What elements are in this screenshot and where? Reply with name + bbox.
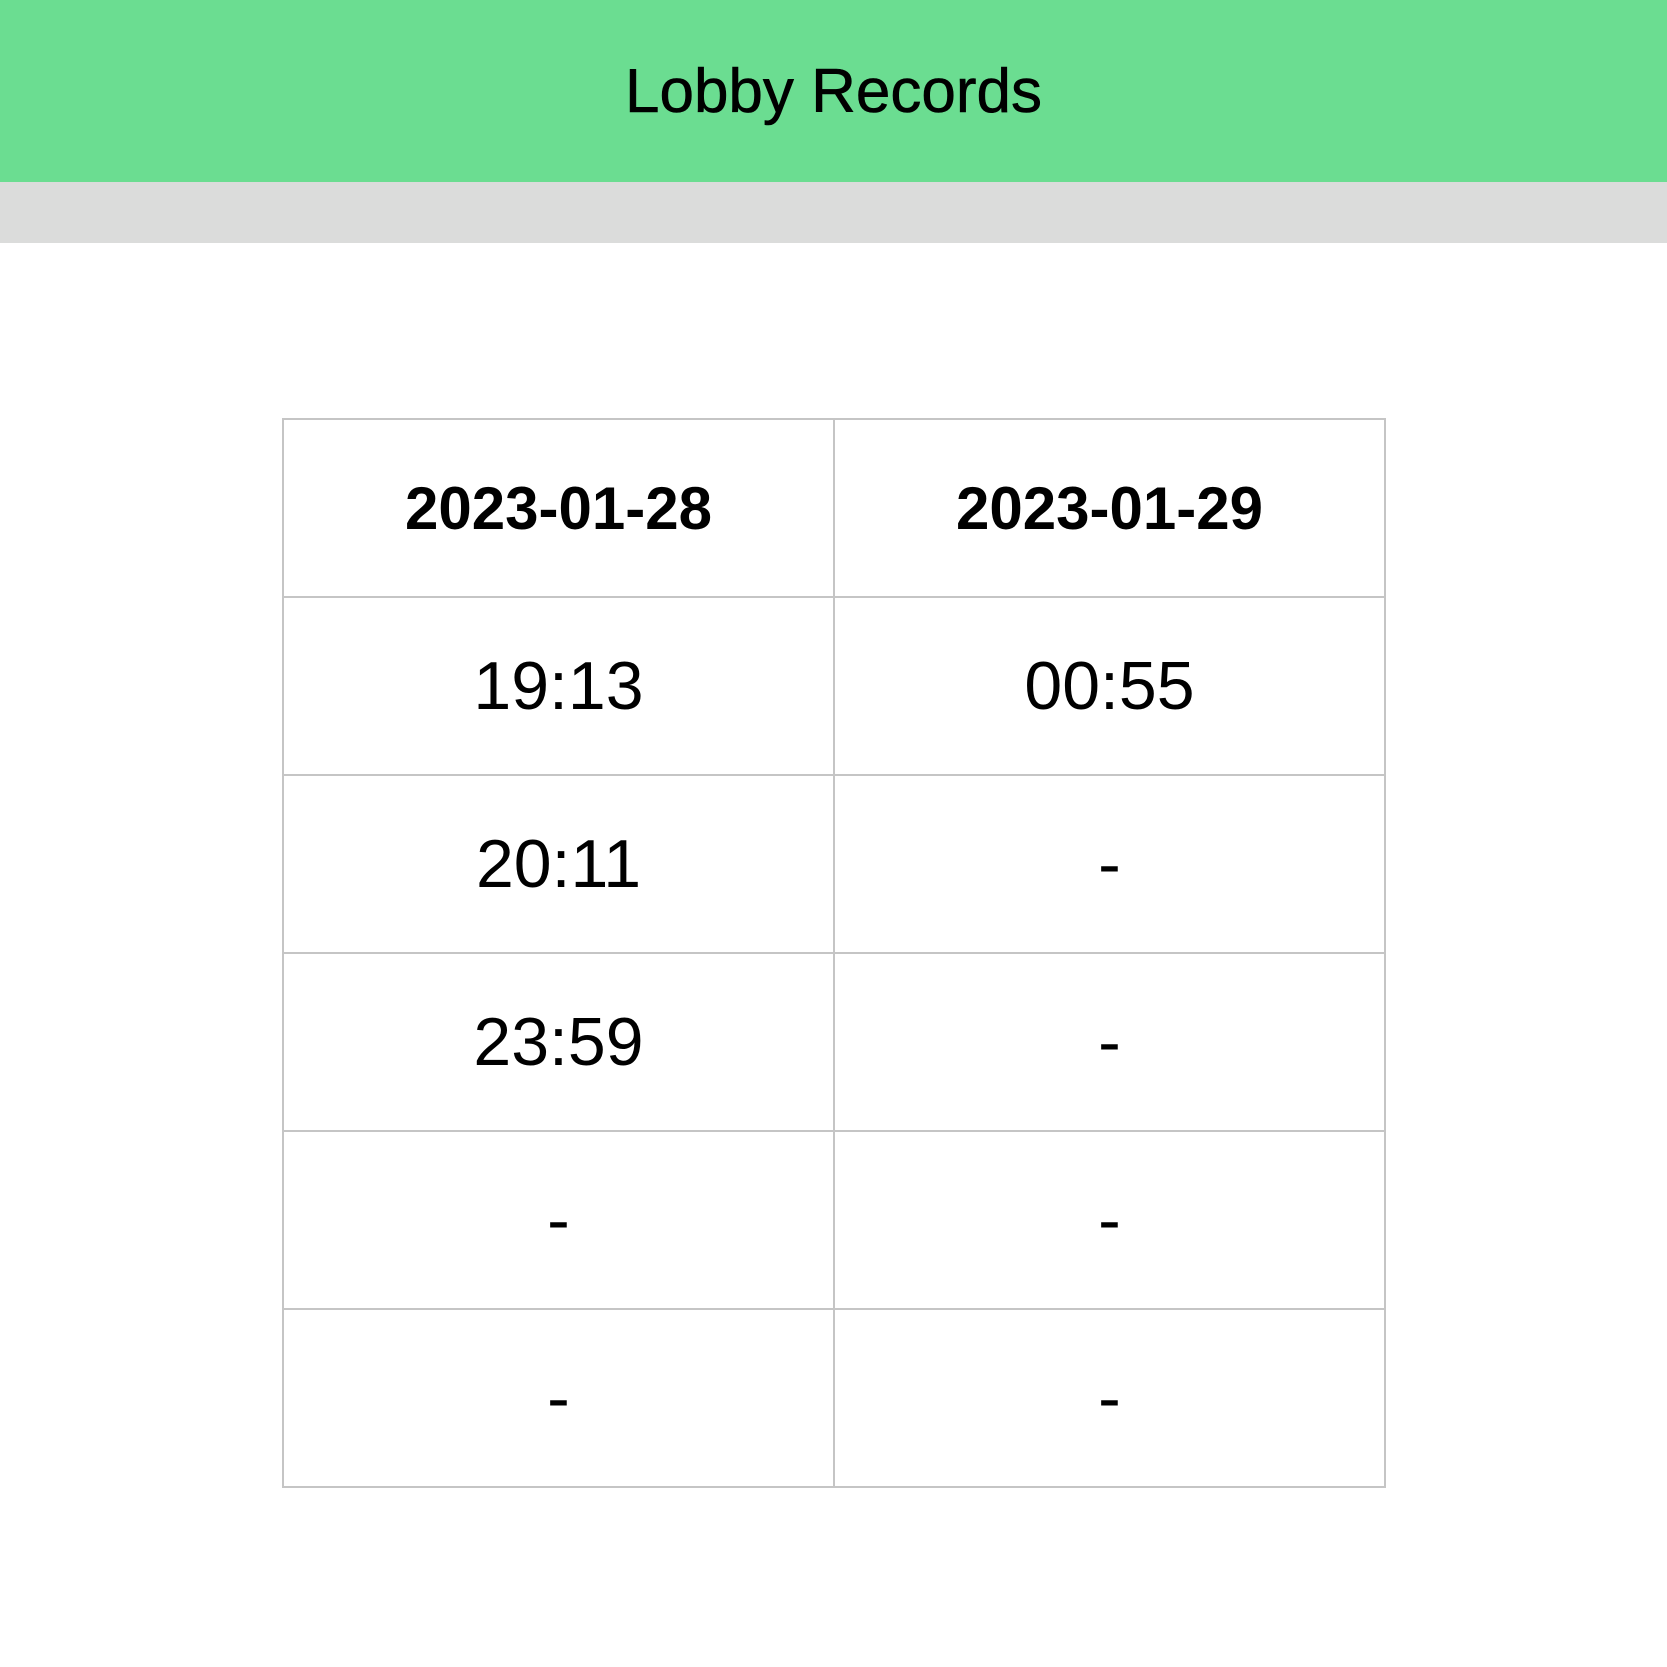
- column-header: 2023-01-29: [833, 418, 1386, 598]
- records-table: 2023-01-28 2023-01-29 19:13 00:55 20:11 …: [282, 418, 1386, 1488]
- table-header-row: 2023-01-28 2023-01-29: [282, 418, 1386, 598]
- app-header: Lobby Records: [0, 0, 1667, 182]
- column-header: 2023-01-28: [282, 418, 835, 598]
- table-cell: -: [833, 774, 1386, 954]
- table-cell: -: [282, 1130, 835, 1310]
- table-cell: -: [833, 952, 1386, 1132]
- table-cell: 00:55: [833, 596, 1386, 776]
- table-row: - -: [282, 1308, 1386, 1488]
- table-row: 23:59 -: [282, 952, 1386, 1132]
- table-cell: -: [282, 1308, 835, 1488]
- table-cell: 19:13: [282, 596, 835, 776]
- table-cell: -: [833, 1308, 1386, 1488]
- page-title: Lobby Records: [624, 56, 1043, 126]
- table-cell: 20:11: [282, 774, 835, 954]
- table-cell: 23:59: [282, 952, 835, 1132]
- table-row: - -: [282, 1130, 1386, 1310]
- table-row: 19:13 00:55: [282, 596, 1386, 776]
- toolbar-strip: [0, 182, 1667, 243]
- table-cell: -: [833, 1130, 1386, 1310]
- table-row: 20:11 -: [282, 774, 1386, 954]
